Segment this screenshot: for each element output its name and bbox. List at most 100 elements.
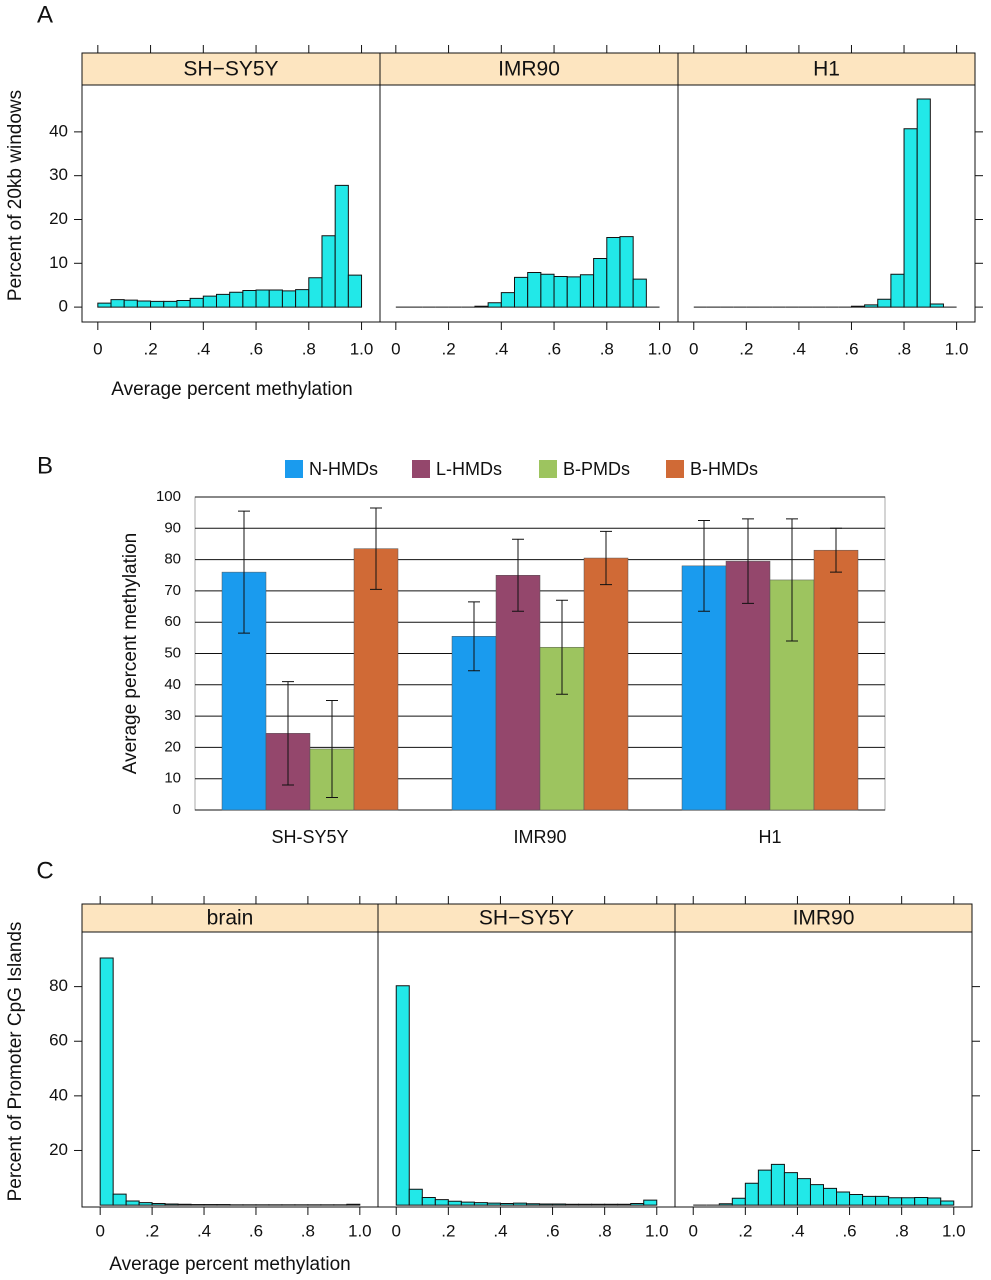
x-tick-label: .2	[441, 339, 455, 358]
histogram-bar	[744, 1182, 759, 1206]
x-tick-label: .6	[844, 339, 858, 358]
histogram-bar	[540, 273, 555, 308]
histogram-bar	[823, 1187, 838, 1206]
histogram-bar	[553, 275, 568, 308]
y-tick-label: 60	[49, 1031, 68, 1050]
bar	[495, 575, 541, 811]
histogram-bar	[255, 289, 270, 308]
histogram-bar	[770, 1163, 785, 1206]
histogram-bar	[566, 276, 581, 308]
histogram-bar	[864, 304, 879, 308]
histogram-bar	[112, 1193, 127, 1206]
histogram-bar	[487, 302, 502, 308]
histogram-bar	[125, 1200, 140, 1206]
x-tick-label: .8	[302, 339, 316, 358]
x-tick-label: .8	[598, 1221, 612, 1240]
x-tick-label: .2	[441, 1221, 455, 1240]
y-tick-label: 40	[49, 121, 68, 140]
x-tick-label: .6	[545, 1221, 559, 1240]
histogram-bar	[513, 276, 529, 308]
x-tick-label: 0	[95, 1221, 104, 1240]
x-tick-label: .4	[790, 1221, 804, 1240]
histogram-bar	[346, 1203, 361, 1206]
y-tick-label: 80	[49, 976, 68, 995]
y-tick-label: 0	[173, 801, 181, 818]
histogram-bar	[862, 1195, 877, 1206]
histogram-bar	[421, 1196, 436, 1206]
histogram-bar	[929, 303, 944, 308]
x-tick-label: .8	[301, 1221, 315, 1240]
histogram-bar	[176, 300, 191, 308]
x-tick-label: 1.0	[348, 1221, 372, 1240]
x-tick-label: .2	[738, 1221, 752, 1240]
y-tick-label: 100	[156, 488, 181, 505]
y-tick-label: 80	[164, 551, 181, 568]
histogram-bar	[460, 1201, 475, 1206]
legend-swatch	[666, 460, 684, 478]
error-bar	[698, 519, 710, 612]
histogram-bar	[875, 1195, 890, 1206]
error-bar	[556, 599, 568, 695]
x-tick-label: 1.0	[645, 1221, 669, 1240]
legend-label: L-HMDs	[436, 459, 502, 479]
strip	[674, 903, 973, 933]
x-tick-label: .6	[547, 339, 561, 358]
y-tick-label: 20	[49, 1140, 68, 1159]
bar	[583, 557, 629, 811]
histogram-bar	[552, 1203, 567, 1206]
y-tick-label: 40	[49, 1085, 68, 1104]
y-tick-label: 0	[59, 297, 68, 316]
error-bar	[238, 510, 250, 634]
x-axis-label: Average percent methylation	[111, 379, 353, 400]
panel-frame	[377, 931, 676, 1208]
histogram-bar	[163, 300, 178, 308]
histogram-bar	[849, 1193, 864, 1206]
x-tick-label: 0	[93, 339, 102, 358]
histogram-bar	[809, 1184, 824, 1206]
y-tick-label: 10	[49, 253, 68, 272]
histogram-bar	[606, 236, 621, 308]
histogram-bar	[395, 985, 410, 1206]
x-tick-label: SH-SY5Y	[271, 827, 348, 847]
x-tick-label: .4	[494, 339, 508, 358]
x-tick-label: .4	[792, 339, 806, 358]
histogram-bar	[229, 291, 244, 308]
histogram-bar	[903, 128, 918, 308]
panel-label: C	[36, 857, 53, 884]
histogram-bar	[632, 278, 647, 308]
panel-title: brain	[207, 907, 254, 930]
error-bar	[600, 530, 612, 586]
histogram-bar	[242, 289, 257, 308]
x-tick-label: 1.0	[945, 339, 969, 358]
strip	[677, 52, 976, 86]
legend-label: B-HMDs	[690, 459, 758, 479]
x-tick-label: .4	[493, 1221, 507, 1240]
x-tick-label: 1.0	[942, 1221, 966, 1240]
histogram-bar	[890, 273, 905, 308]
x-tick-label: .6	[842, 1221, 856, 1240]
bar	[353, 548, 399, 811]
x-tick-label: IMR90	[513, 827, 566, 847]
error-bar	[786, 518, 798, 642]
histogram-bar	[783, 1172, 798, 1206]
y-tick-label: 30	[49, 165, 68, 184]
x-tick-label: .8	[600, 339, 614, 358]
x-tick-label: .2	[145, 1221, 159, 1240]
histogram-bar	[643, 1199, 658, 1206]
x-tick-label: 0	[392, 1221, 401, 1240]
panel-title: IMR90	[498, 58, 560, 81]
x-tick-label: 0	[689, 339, 698, 358]
histogram-bar	[527, 271, 542, 308]
histogram-bar	[164, 1203, 179, 1206]
histogram-bar	[110, 299, 125, 308]
y-tick-label: 90	[164, 519, 181, 536]
histogram-bar	[500, 292, 515, 308]
histogram-bar	[836, 1191, 851, 1206]
histogram-bar	[215, 293, 231, 308]
histogram-bar	[295, 289, 310, 308]
histogram-bar	[473, 1202, 488, 1206]
error-bar	[742, 518, 754, 604]
strip	[81, 903, 379, 933]
x-tick-label: 1.0	[648, 339, 672, 358]
